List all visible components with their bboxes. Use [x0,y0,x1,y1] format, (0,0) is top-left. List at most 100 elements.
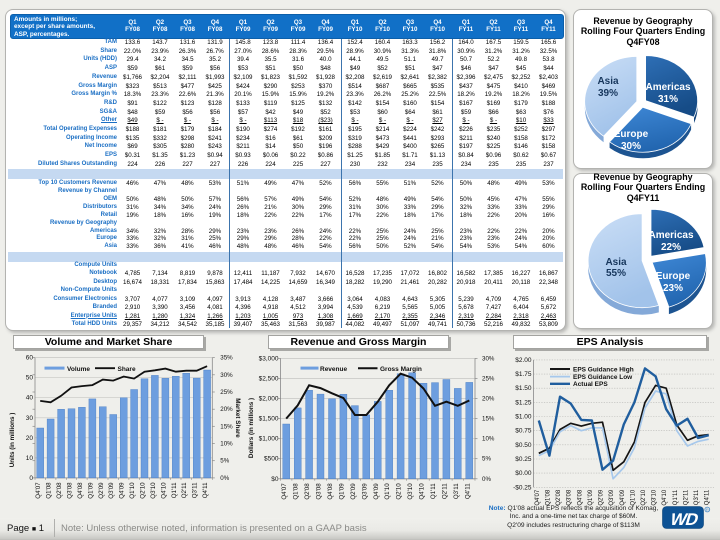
svg-text:10%: 10% [482,436,495,443]
svg-text:Q2'10: Q2'10 [641,489,647,505]
svg-text:Gross Margin: Gross Margin [380,366,422,373]
svg-text:Q4'07: Q4'07 [35,482,42,499]
svg-text:Q1'11: Q1'11 [430,483,437,499]
svg-text:Q3'08: Q3'08 [67,482,74,499]
svg-text:$1.00: $1.00 [515,414,532,421]
svg-text:Q2'08: Q2'08 [56,482,63,499]
svg-text:Q1'10: Q1'10 [129,482,136,499]
svg-text:Revenue: Revenue [320,366,347,373]
svg-text:25%: 25% [482,376,495,383]
svg-text:Q3'08: Q3'08 [316,483,323,500]
svg-text:20%: 20% [482,396,495,403]
svg-text:Q1'10: Q1'10 [384,483,391,500]
svg-text:10: 10 [26,455,34,462]
svg-text:$1,500: $1,500 [259,416,279,423]
svg-text:Q1'08: Q1'08 [46,482,53,499]
svg-text:30%: 30% [220,372,233,379]
svg-text:$1.25: $1.25 [515,399,532,406]
svg-text:Q3'11: Q3'11 [192,482,199,498]
svg-text:Q4'07: Q4'07 [281,483,288,500]
svg-text:10%: 10% [220,441,233,448]
svg-text:$2,500: $2,500 [259,376,279,383]
svg-text:Volume: Volume [67,366,90,373]
svg-text:Q4'10: Q4'10 [662,489,668,505]
svg-text:Q4'08: Q4'08 [577,489,583,505]
svg-text:50: 50 [26,375,34,382]
svg-text:Actual EPS: Actual EPS [573,381,608,388]
svg-text:Q3'10: Q3'10 [407,483,414,500]
svg-text:Q1'08: Q1'08 [293,483,300,500]
svg-text:Q3'09: Q3'09 [108,482,115,499]
svg-text:Q4'09: Q4'09 [373,483,380,500]
svg-text:20: 20 [26,435,34,442]
svg-text:40: 40 [26,395,34,402]
svg-text:Q3'11: Q3'11 [694,489,700,505]
svg-text:Q2'08: Q2'08 [304,483,311,500]
svg-text:15%: 15% [220,423,233,430]
svg-text:Q4'11: Q4'11 [202,482,209,498]
svg-text:Q3'09: Q3'09 [361,483,368,500]
svg-text:15%: 15% [482,416,495,423]
svg-text:$0.25: $0.25 [515,456,532,463]
svg-text:$1.50: $1.50 [515,385,532,392]
svg-text:-$0.25: -$0.25 [513,484,532,491]
svg-text:$0: $0 [271,476,279,483]
svg-text:35%: 35% [220,355,233,362]
svg-text:Q1'11: Q1'11 [171,482,178,498]
svg-text:$2.00: $2.00 [515,357,532,364]
svg-text:Q4'09: Q4'09 [119,482,126,499]
svg-text:Q2'09: Q2'09 [350,483,357,500]
svg-text:Q3'10: Q3'10 [652,489,658,505]
svg-text:0%: 0% [220,475,229,482]
svg-text:20%: 20% [220,406,233,413]
svg-text:$0.00: $0.00 [515,470,532,477]
svg-text:Q1'09: Q1'09 [87,482,94,499]
svg-text:Q2'11: Q2'11 [684,489,690,505]
svg-text:$0.75: $0.75 [515,428,532,435]
svg-text:Share: Share [118,366,136,373]
svg-text:Q1'09: Q1'09 [588,489,594,505]
svg-text:Q2'09: Q2'09 [98,482,105,499]
svg-text:Q2'11: Q2'11 [181,482,188,498]
svg-text:$1,000: $1,000 [259,436,279,443]
svg-text:5%: 5% [220,458,229,465]
svg-text:Q4'11: Q4'11 [705,489,711,505]
svg-text:0%: 0% [482,476,491,483]
svg-text:60: 60 [26,355,34,362]
svg-text:Q2'11: Q2'11 [441,483,448,499]
svg-text:$500: $500 [264,456,279,463]
svg-text:Q2'08: Q2'08 [556,489,562,505]
svg-text:Q2'10: Q2'10 [140,482,147,499]
svg-text:30%: 30% [482,355,495,362]
svg-text:Market Share: Market Share [234,398,241,438]
svg-text:$0.50: $0.50 [515,442,532,449]
svg-text:Q1'09: Q1'09 [338,483,345,500]
svg-text:Q2'10: Q2'10 [396,483,403,500]
svg-text:Q1'10: Q1'10 [630,489,636,505]
svg-text:Q3'11: Q3'11 [453,483,460,499]
svg-text:25%: 25% [220,389,233,396]
svg-text:Q4'09: Q4'09 [620,489,626,505]
svg-text:Q3'10: Q3'10 [150,482,157,499]
svg-text:0: 0 [29,475,33,482]
svg-text:$1.75: $1.75 [515,371,532,378]
svg-text:Q3'08: Q3'08 [567,489,573,505]
svg-text:EPS Guidance Low: EPS Guidance Low [573,374,633,381]
svg-text:Q4'11: Q4'11 [464,483,471,499]
svg-text:Units (in millions ): Units (in millions ) [9,413,16,468]
svg-text:Q4'08: Q4'08 [327,483,334,500]
svg-text:Q4'10: Q4'10 [160,482,167,499]
svg-text:R: R [706,507,709,512]
svg-text:Q1'08: Q1'08 [545,489,551,505]
svg-text:WD: WD [668,509,701,529]
svg-text:30: 30 [26,415,34,422]
svg-text:Q4'07: Q4'07 [535,489,541,505]
svg-text:Q1'11: Q1'11 [673,489,679,505]
svg-text:5%: 5% [482,456,491,463]
svg-text:Q4'10: Q4'10 [419,483,426,500]
svg-text:$3,000: $3,000 [259,355,279,362]
svg-text:$2,000: $2,000 [259,396,279,403]
svg-text:Dollars (in millions ): Dollars (in millions ) [248,398,255,458]
svg-text:Q3'09: Q3'09 [609,489,615,505]
svg-text:Q2'09: Q2'09 [599,489,605,505]
